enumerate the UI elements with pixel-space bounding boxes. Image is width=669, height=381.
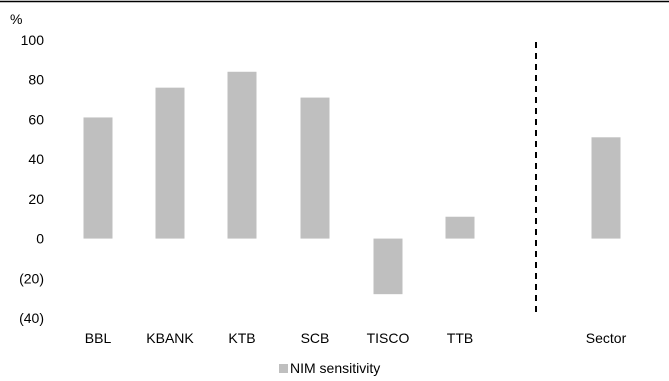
y-tick-label: (20) — [19, 270, 44, 286]
x-tick-label: TISCO — [367, 330, 410, 346]
legend-label: NIM sensitivity — [290, 360, 380, 376]
y-axis-ticks: 100 80 60 40 20 0 (20) (40) — [19, 32, 44, 326]
x-tick-label: KBANK — [146, 330, 194, 346]
x-axis-ticks: BBL KBANK KTB SCB TISCO TTB Sector — [85, 330, 627, 346]
y-tick-label: (40) — [19, 310, 44, 326]
legend: NIM sensitivity — [279, 360, 380, 376]
bar-kbank — [155, 87, 185, 239]
bars — [83, 71, 621, 295]
x-tick-label: KTB — [228, 330, 255, 346]
bar-scb — [300, 97, 330, 239]
bar-bbl — [83, 117, 113, 239]
y-tick-label: 20 — [28, 191, 44, 207]
y-unit-label: % — [10, 11, 22, 27]
bar-sector — [591, 137, 621, 239]
x-tick-label: SCB — [301, 330, 330, 346]
bar-ttb — [445, 216, 475, 239]
x-tick-label: BBL — [85, 330, 112, 346]
x-tick-label: TTB — [447, 330, 473, 346]
x-tick-label: Sector — [586, 330, 627, 346]
y-tick-label: 100 — [21, 32, 45, 48]
y-tick-label: 40 — [28, 151, 44, 167]
y-tick-label: 60 — [28, 111, 44, 127]
legend-swatch — [279, 364, 288, 373]
y-tick-label: 80 — [28, 72, 44, 88]
y-tick-label: 0 — [36, 231, 44, 247]
bar-tisco — [373, 238, 403, 295]
bar-ktb — [227, 71, 257, 239]
